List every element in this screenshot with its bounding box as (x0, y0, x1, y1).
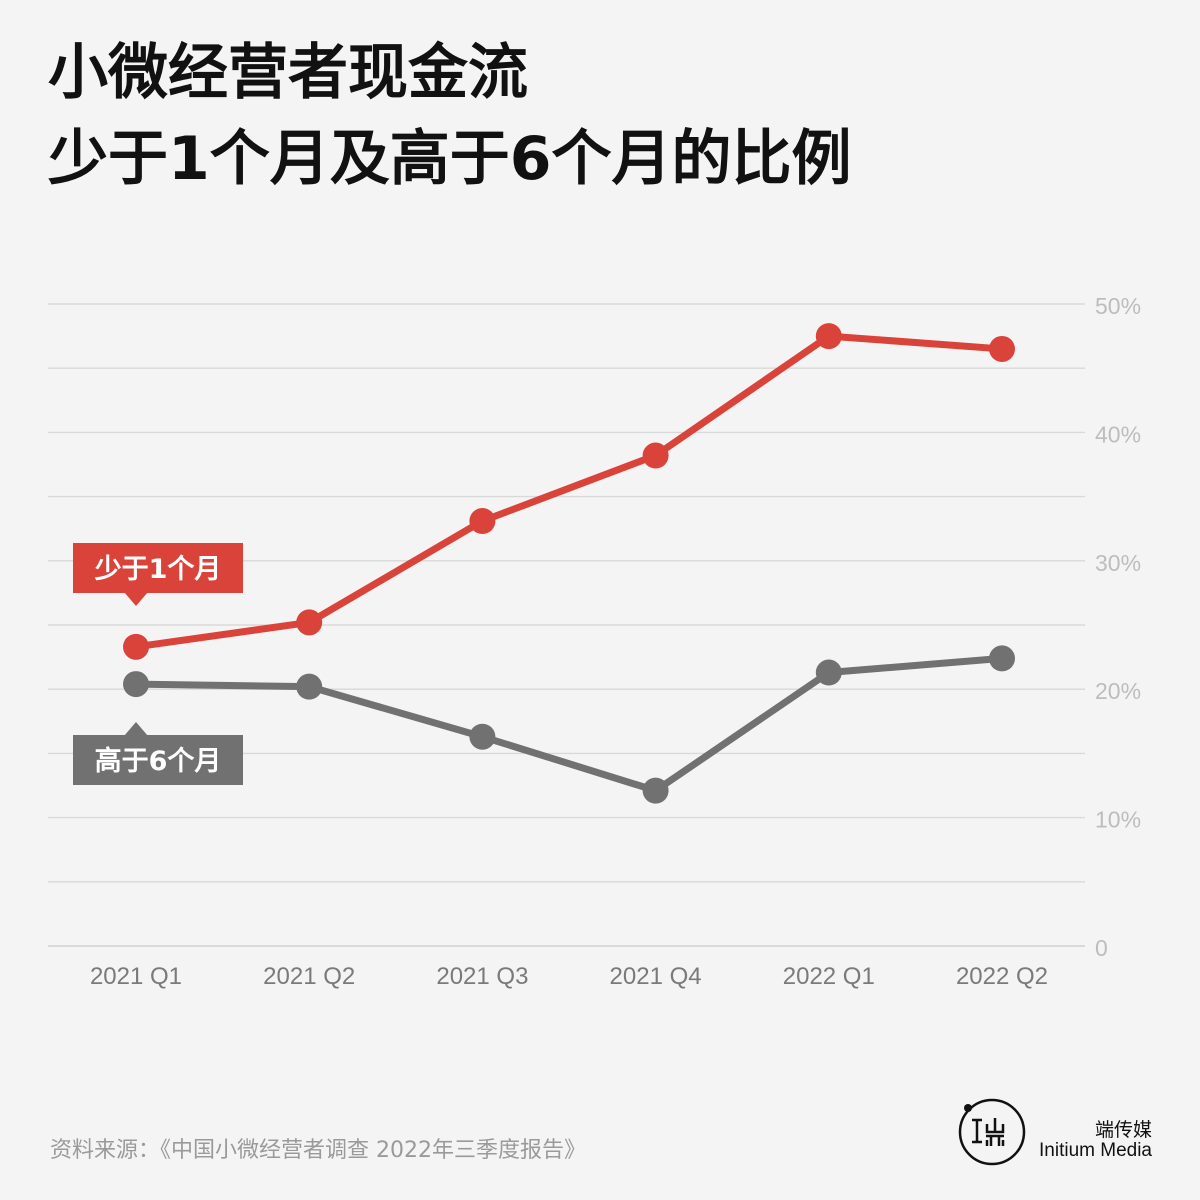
data-point (642, 777, 669, 804)
data-point (815, 323, 842, 350)
chart-title: 小微经营者现金流 少于1个月及高于6个月的比例 (48, 30, 852, 202)
chart-title-line1: 小微经营者现金流 (48, 38, 528, 108)
brand-name-en: Initium Media (1039, 1140, 1152, 1161)
y-tick-label: 0 (1095, 935, 1108, 961)
series-line-1 (132, 332, 1006, 651)
source-note: 资料来源：《中国小微经营者调查 2022年三季度报告》 (50, 1138, 586, 1163)
chart-title-line2: 少于1个月及高于6个月的比例 (48, 124, 852, 194)
y-tick-label: 30% (1095, 550, 1141, 576)
data-point (642, 442, 669, 469)
series-label-box-2 (73, 735, 243, 785)
y-tick-label: 10% (1095, 807, 1141, 833)
x-tick-label: 2021 Q2 (263, 963, 355, 990)
data-point (469, 507, 496, 534)
series-label-pointer-2 (124, 722, 148, 736)
series-label-1: 少于1个月 (95, 554, 222, 585)
data-point (989, 645, 1015, 672)
y-tick-label: 40% (1095, 421, 1141, 447)
data-point (123, 633, 149, 660)
data-point (469, 723, 496, 750)
series-label-pointer-1 (124, 592, 148, 606)
series-label-box-1 (73, 543, 243, 593)
x-tick-label: 2021 Q3 (436, 963, 528, 990)
initium-logo-icon (958, 1098, 1026, 1166)
data-point (123, 671, 149, 698)
data-point (296, 673, 323, 700)
x-tick-label: 2022 Q2 (956, 963, 1048, 990)
series-line-2 (132, 654, 1006, 795)
x-tick-label: 2021 Q4 (610, 963, 702, 990)
brand: 端传媒 Initium Media (952, 1098, 1152, 1168)
series-label-2: 高于6个月 (95, 745, 222, 777)
x-tick-label: 2021 Q1 (90, 963, 182, 990)
brand-name-cn: 端传媒 (1094, 1119, 1152, 1141)
data-point (815, 659, 842, 686)
data-point (296, 609, 323, 636)
y-tick-label: 20% (1095, 678, 1141, 704)
line-chart: 0 10% 20% 30% 40% 50% 2021 Q1 2021 Q2 2021 Q3 202… (48, 293, 1141, 990)
data-point (989, 335, 1015, 362)
x-tick-label: 2022 Q1 (783, 963, 875, 990)
y-tick-label: 50% (1095, 293, 1141, 319)
